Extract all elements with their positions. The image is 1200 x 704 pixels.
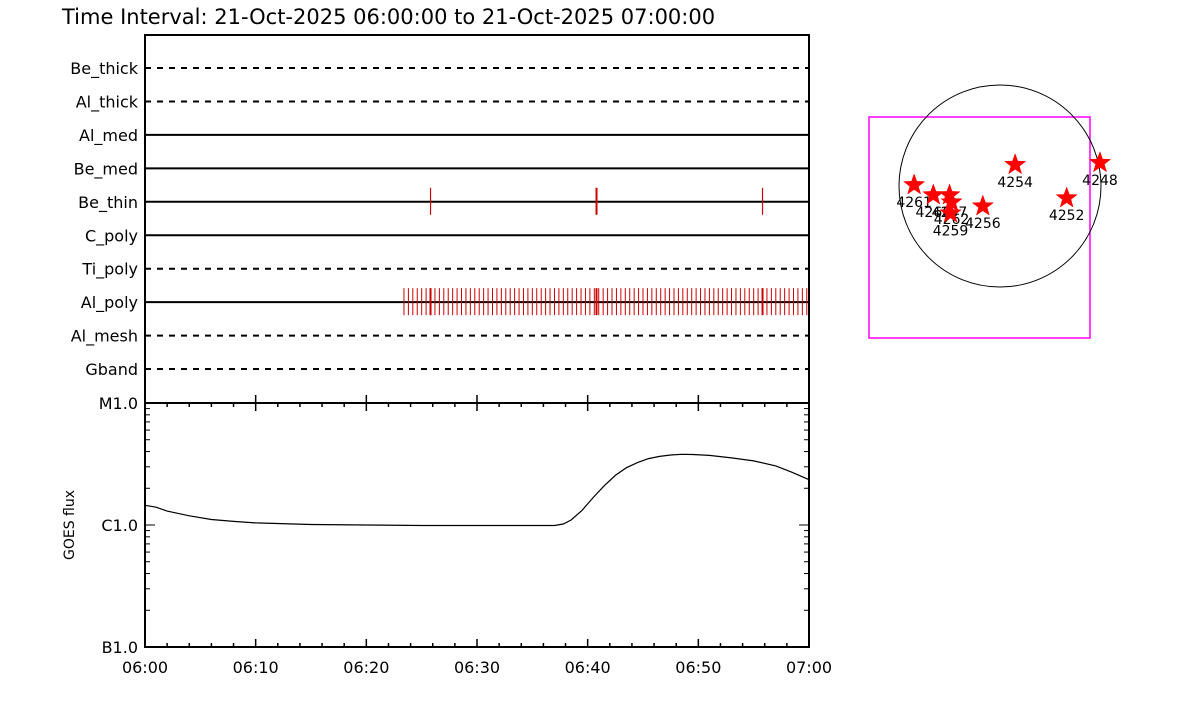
active-region-label: 4256 (965, 216, 1001, 232)
y-axis-label: GOES flux (62, 490, 78, 560)
active-region-marker (939, 201, 962, 223)
active-region-label: 4260 (916, 205, 952, 221)
active-region-marker (1088, 151, 1112, 173)
active-region-label: 4248 (1082, 173, 1118, 189)
goes-flux-line (144, 453, 810, 527)
active-region-marker (971, 194, 995, 216)
x-tick-label: 06:10 (233, 658, 279, 677)
x-tick-label: 06:20 (343, 658, 389, 677)
active-region-label: 4261 (896, 195, 932, 211)
filter-label-al-med: Al_med (79, 126, 138, 146)
active-region-label: 4262 (934, 212, 970, 228)
x-tick-label: 06:00 (122, 658, 168, 677)
chart-title: Time Interval: 21-Oct-2025 06:00:00 to 2… (61, 5, 715, 29)
filter-label-be-thick: Be_thick (70, 59, 138, 79)
filter-label-gband: Gband (85, 360, 138, 379)
x-tick-label: 06:50 (675, 658, 721, 677)
y-tick-label: C1.0 (101, 516, 138, 535)
filter-label-c-poly: C_poly (85, 226, 138, 246)
active-region-label: 4252 (1049, 208, 1085, 224)
active-region-label: 4254 (997, 175, 1033, 191)
solar-disk-map: 426142604257426242594256425442524248 (868, 84, 1118, 339)
active-region-marker (903, 173, 926, 195)
filter-label-al-mesh: Al_mesh (71, 327, 138, 347)
active-region-label: 4259 (933, 223, 969, 239)
active-region-marker (1004, 153, 1027, 175)
active-region-marker (1055, 186, 1078, 208)
filter-timeline-panel: Be_thick Al_thick Al_med Be_med Be_thin C_pol… (70, 34, 810, 404)
goes-flux-panel: 06:00 06:10 06:20 06:30 06:40 06:50 07:00 M1.0 C… (62, 394, 832, 677)
y-tick-label: B1.0 (102, 638, 138, 657)
solar-limb-circle (898, 84, 1102, 288)
x-tick-label: 06:30 (454, 658, 500, 677)
filter-label-be-med: Be_med (74, 159, 138, 179)
field-of-view-box (868, 116, 1091, 339)
timeline-frame (144, 34, 810, 404)
filter-label-be-thin: Be_thin (78, 193, 138, 213)
y-tick-label: M1.0 (99, 394, 138, 413)
x-tick-label: 07:00 (786, 658, 832, 677)
filter-label-al-thick: Al_thick (76, 92, 139, 112)
x-tick-label: 06:40 (565, 658, 611, 677)
filter-label-ti-poly: Ti_poly (81, 260, 138, 280)
filter-label-al-poly: Al_poly (81, 293, 138, 313)
